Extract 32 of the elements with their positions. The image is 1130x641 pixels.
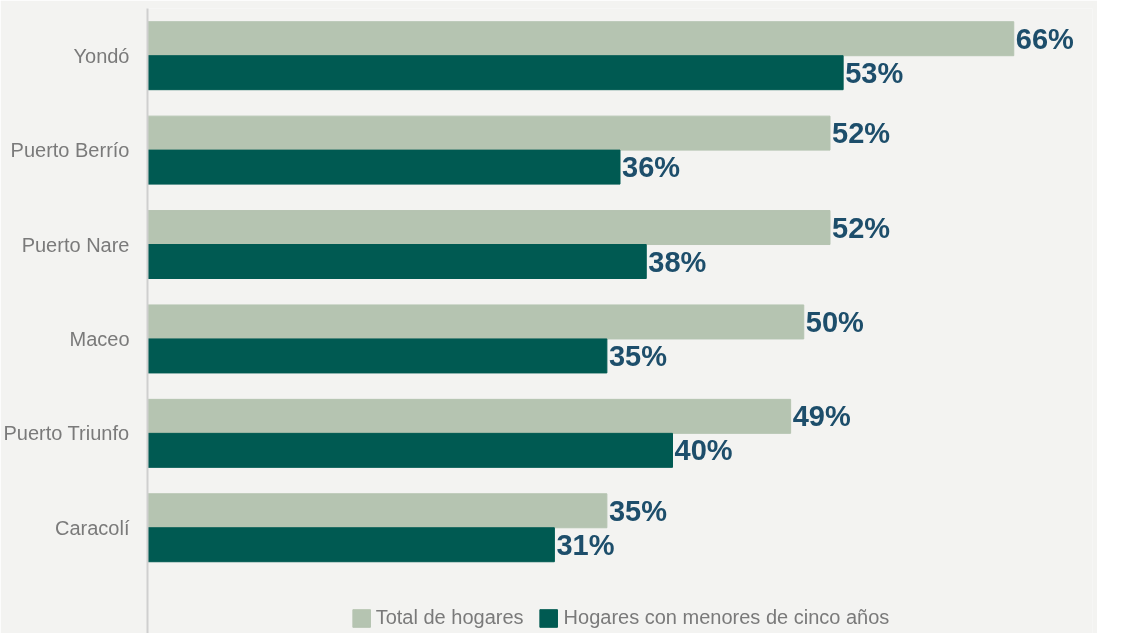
data-label: 40% xyxy=(674,434,733,467)
y-tick-label: Puerto Nare xyxy=(21,233,130,256)
data-label: 31% xyxy=(556,528,615,561)
data-label: 52% xyxy=(832,117,891,150)
bar xyxy=(147,338,608,374)
y-tick-label: Caracolí xyxy=(55,516,130,539)
bar xyxy=(147,210,831,246)
data-label: 52% xyxy=(832,211,891,244)
y-tick-label: Puerto Triunfo xyxy=(3,422,130,445)
bar xyxy=(147,432,673,468)
legend-label: Total de hogares xyxy=(375,606,524,629)
data-label: 50% xyxy=(805,305,865,338)
bar xyxy=(147,493,608,529)
bar xyxy=(147,149,621,185)
bar xyxy=(147,244,647,280)
bar xyxy=(147,21,1015,57)
bar xyxy=(147,115,831,151)
data-label: 35% xyxy=(608,494,668,527)
bar xyxy=(147,398,792,434)
bar xyxy=(147,55,844,91)
data-label: 49% xyxy=(792,400,851,433)
bar xyxy=(147,304,805,340)
y-tick-label: Yondó xyxy=(73,44,130,67)
legend-label: Hogares con menores de cinco años xyxy=(563,606,890,629)
data-label: 38% xyxy=(648,245,707,278)
data-label: 35% xyxy=(608,339,668,372)
data-label: 53% xyxy=(845,56,904,89)
bar xyxy=(147,527,555,563)
data-label: 36% xyxy=(622,151,681,184)
y-tick-label: Maceo xyxy=(69,327,130,350)
y-tick-label: Puerto Berrío xyxy=(10,139,130,162)
data-label: 66% xyxy=(1015,22,1075,55)
